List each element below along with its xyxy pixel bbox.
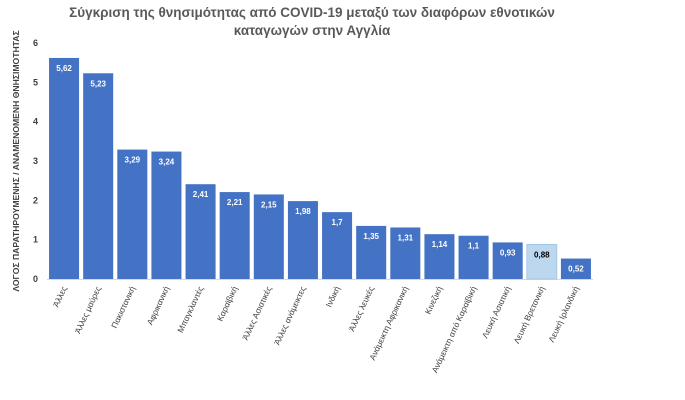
x-tick-label: Άλλες (51, 285, 69, 309)
y-tick-label: 4 (33, 117, 38, 127)
bar (185, 184, 216, 279)
data-label: 2,15 (261, 200, 277, 209)
chart-title: Σύγκριση της θνησιμότητας από COVID-19 μ… (69, 5, 555, 38)
bar (219, 192, 250, 279)
x-tick-label: Άλλες Ασιατικές (240, 285, 274, 342)
data-label: 1,7 (332, 218, 344, 227)
bar (287, 201, 318, 279)
bar (560, 258, 591, 279)
bar (492, 242, 523, 279)
data-label: 2,41 (193, 190, 209, 199)
data-label: 2,21 (227, 198, 243, 207)
data-label: 1,98 (295, 207, 311, 216)
y-tick-label: 1 (33, 235, 38, 245)
x-tick-label: Ανάμεικτη Αφρικανική (367, 284, 410, 361)
bar (424, 234, 455, 279)
data-label: 3,29 (125, 156, 141, 165)
x-tick-label: Λευκή Ιρλανδική (546, 284, 581, 343)
bar (117, 149, 148, 279)
x-tick-label: Άλλες ανάμεικτες (272, 285, 308, 347)
data-label: 1,14 (432, 240, 448, 249)
y-axis-label: ΛΟΓΟΣ ΠΑΡΑΤΗΡΟΥΜΕΝΗΣ / ΑΝΑΜΕΝΟΜΕΝΗ ΘΝΗΣΙ… (11, 30, 21, 291)
bar (151, 151, 182, 279)
bar (253, 194, 284, 279)
x-tick-label: Καραϊβική (215, 284, 240, 322)
y-tick-label: 6 (33, 38, 38, 48)
chart-title-line: Σύγκριση της θνησιμότητας από COVID-19 μ… (69, 5, 555, 20)
value-labels: 5,62 5,23 3,29 3,24 2,41 2,21 2,15 1,98 1,7 1,35 1… (56, 64, 584, 274)
bar (322, 212, 353, 279)
x-tick-label: Ινδική (324, 284, 342, 308)
x-tick-label: Λευκή Βρετανική (511, 284, 546, 345)
x-tick-label: Κινεζική (423, 284, 445, 315)
x-tick-label: Πακιστανική (109, 284, 137, 329)
data-label: 0,93 (500, 248, 516, 257)
x-tick-label: Μπαγκλαντές (175, 285, 205, 335)
y-tick-label: 0 (33, 274, 38, 284)
bars (49, 57, 591, 280)
y-tick-label: 2 (33, 195, 38, 205)
category-labels: Άλλες Άλλες μαύρες Πακιστανική Αφρικανική Μπ… (51, 284, 581, 374)
data-label: 1,35 (363, 232, 379, 241)
y-axis-ticks: 0 1 2 3 4 5 6 (33, 38, 38, 284)
y-tick-label: 3 (33, 156, 38, 166)
bar (49, 57, 80, 279)
bar (390, 227, 421, 279)
x-tick-label: Άλλες μαύρες (72, 285, 103, 335)
data-label: 0,88 (534, 250, 550, 259)
x-tick-label: Αφρικανική (145, 284, 172, 326)
data-label: 0,52 (568, 265, 584, 274)
bar (83, 73, 114, 279)
data-label: 1,31 (398, 233, 414, 242)
bar (458, 235, 489, 279)
chart-title-line: καταγωγών στην Αγγλία (234, 23, 391, 38)
data-label: 5,23 (90, 79, 106, 88)
y-tick-label: 5 (33, 77, 38, 87)
data-label: 1,1 (468, 242, 480, 251)
x-tick-label: Λευκή Ασιατική (480, 284, 513, 339)
data-label: 3,24 (159, 158, 175, 167)
x-tick-label: Άλλες λευκές (346, 285, 376, 333)
bar (526, 243, 558, 280)
bar (356, 225, 387, 279)
data-label: 5,62 (56, 64, 72, 73)
